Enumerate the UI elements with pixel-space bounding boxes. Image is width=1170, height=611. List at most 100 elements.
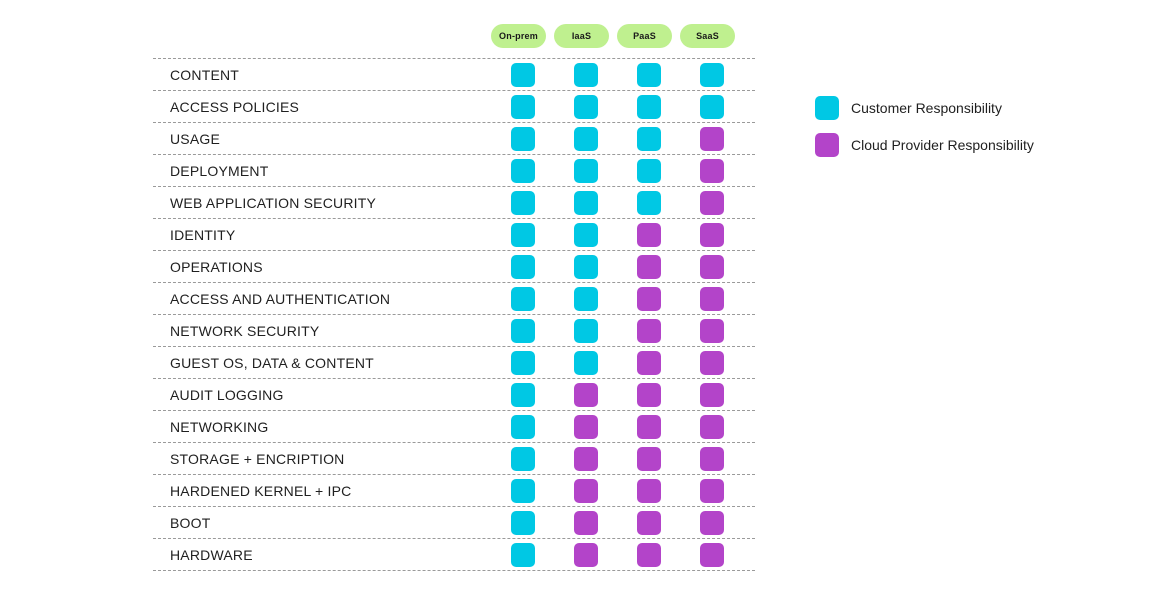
row-label: WEB APPLICATION SECURITY [170, 194, 377, 211]
column-header-on-prem: On-prem [491, 24, 546, 48]
cell-paas [617, 222, 680, 247]
cell-paas [617, 62, 680, 87]
provider-responsibility-square [699, 510, 724, 535]
cell-paas [617, 382, 680, 407]
row-label: DEPLOYMENT [170, 162, 269, 179]
row-label: HARDWARE [170, 546, 253, 563]
customer-responsibility-square [510, 382, 535, 407]
customer-responsibility-square [510, 62, 535, 87]
provider-responsibility-square [699, 382, 724, 407]
cell-iaas [554, 62, 617, 87]
legend-label: Cloud Provider Responsibility [851, 137, 1034, 153]
matrix-row: USAGE [153, 123, 755, 155]
customer-responsibility-square [510, 318, 535, 343]
provider-responsibility-square [636, 478, 661, 503]
matrix-row: OPERATIONS [153, 251, 755, 283]
provider-responsibility-square [636, 542, 661, 567]
row-label: STORAGE + ENCRIPTION [170, 450, 345, 467]
header-spacer [153, 24, 491, 48]
cell-iaas [554, 254, 617, 279]
customer-responsibility-square [636, 62, 661, 87]
cell-paas [617, 350, 680, 375]
customer-responsibility-square [636, 126, 661, 151]
customer-responsibility-square [636, 158, 661, 183]
cell-saas [680, 318, 743, 343]
cell-paas [617, 126, 680, 151]
cell-iaas [554, 94, 617, 119]
cell-on-prem [491, 62, 554, 87]
cell-on-prem [491, 94, 554, 119]
provider-responsibility-square [699, 158, 724, 183]
provider-responsibility-square [699, 190, 724, 215]
matrix-row: ACCESS AND AUTHENTICATION [153, 283, 755, 315]
cell-iaas [554, 126, 617, 151]
provider-responsibility-square [636, 510, 661, 535]
row-label: USAGE [170, 130, 221, 147]
cell-on-prem [491, 478, 554, 503]
cell-saas [680, 446, 743, 471]
provider-responsibility-square [573, 542, 598, 567]
customer-responsibility-square [573, 222, 598, 247]
cell-on-prem [491, 414, 554, 439]
cell-on-prem [491, 542, 554, 567]
cell-iaas [554, 158, 617, 183]
column-header-saas: SaaS [680, 24, 735, 48]
matrix-row: STORAGE + ENCRIPTION [153, 443, 755, 475]
matrix-row: CONTENT [153, 59, 755, 91]
customer-responsibility-square [510, 286, 535, 311]
cell-saas [680, 254, 743, 279]
matrix-rows: CONTENT ACCESS POLICIES USAGE DEPLOYMENT WEB… [153, 58, 755, 571]
provider-responsibility-square [573, 382, 598, 407]
matrix-row: BOOT [153, 507, 755, 539]
provider-responsibility-square [573, 510, 598, 535]
legend-swatch [815, 133, 839, 157]
matrix-row: DEPLOYMENT [153, 155, 755, 187]
cell-on-prem [491, 158, 554, 183]
matrix-row: GUEST OS, DATA & CONTENT [153, 347, 755, 379]
cell-paas [617, 158, 680, 183]
row-label: CONTENT [170, 66, 240, 83]
cell-on-prem [491, 510, 554, 535]
row-label: GUEST OS, DATA & CONTENT [170, 354, 374, 371]
cell-paas [617, 190, 680, 215]
provider-responsibility-square [636, 446, 661, 471]
provider-responsibility-square [636, 350, 661, 375]
provider-responsibility-square [699, 318, 724, 343]
customer-responsibility-square [510, 510, 535, 535]
cell-saas [680, 158, 743, 183]
customer-responsibility-square [636, 190, 661, 215]
customer-responsibility-square [573, 158, 598, 183]
customer-responsibility-square [573, 190, 598, 215]
matrix-row: AUDIT LOGGING [153, 379, 755, 411]
customer-responsibility-square [636, 94, 661, 119]
cell-saas [680, 510, 743, 535]
customer-responsibility-square [510, 254, 535, 279]
cell-iaas [554, 222, 617, 247]
cell-saas [680, 222, 743, 247]
matrix-row: WEB APPLICATION SECURITY [153, 187, 755, 219]
matrix-row: ACCESS POLICIES [153, 91, 755, 123]
cell-saas [680, 542, 743, 567]
legend-item-provider: Cloud Provider Responsibility [815, 133, 1034, 157]
provider-responsibility-square [573, 414, 598, 439]
customer-responsibility-square [573, 94, 598, 119]
provider-responsibility-square [699, 350, 724, 375]
cell-paas [617, 94, 680, 119]
row-label: IDENTITY [170, 226, 236, 243]
legend-label: Customer Responsibility [851, 100, 1002, 116]
cell-saas [680, 126, 743, 151]
customer-responsibility-square [510, 94, 535, 119]
customer-responsibility-square [573, 126, 598, 151]
cell-paas [617, 542, 680, 567]
responsibility-matrix: On-prem IaaS PaaS SaaS CONTENT ACCESS POL… [153, 24, 755, 571]
cell-saas [680, 414, 743, 439]
customer-responsibility-square [573, 254, 598, 279]
provider-responsibility-square [636, 414, 661, 439]
row-label: HARDENED KERNEL + IPC [170, 482, 352, 499]
cell-saas [680, 350, 743, 375]
column-header-paas: PaaS [617, 24, 672, 48]
cell-paas [617, 286, 680, 311]
cell-iaas [554, 318, 617, 343]
cell-paas [617, 446, 680, 471]
cell-paas [617, 414, 680, 439]
